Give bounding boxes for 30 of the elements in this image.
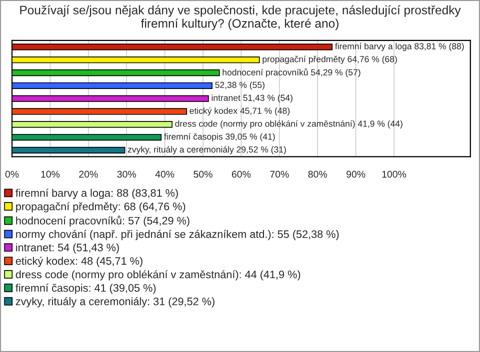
data-label: 52,38 % (55)	[215, 82, 264, 90]
legend-label: etický kodex: 48 (45,71 %)	[16, 256, 142, 267]
x-tick-label: 50%	[194, 170, 212, 178]
x-tick-label: 60%	[232, 170, 251, 178]
x-tick-label: 90%	[346, 170, 366, 178]
data-label: firemní časopis 39,05 % (41)	[164, 133, 275, 142]
legend-label: dress code (normy pro oblékání v zaměstnání): 44 (41,9 %)	[16, 270, 300, 280]
legend-label: propagační předměty: 68 (64,76 %)	[16, 202, 186, 212]
x-tick-label: 10%	[41, 170, 60, 178]
data-label: etický kodex 45,71 % (48)	[190, 107, 290, 116]
x-tick-label: 100%	[382, 170, 406, 178]
legend-label: normy chování (např. při jednání se zákazníkem atd.): 55 (52,38 %)	[16, 230, 339, 240]
x-tick-label: 30%	[117, 170, 136, 178]
legend-label: firemní časopis: 41 (39,05 %)	[16, 284, 156, 294]
data-label: hodnocení pracovníků 54,29 % (57)	[222, 68, 360, 78]
legend-label: zvyky, rituály a ceremoniály: 31 (29,52 %)	[16, 297, 214, 308]
legend-label: firemní barvy a loga: 88 (83,81 %)	[16, 188, 178, 199]
legend-label: intranet: 54 (51,43 %)	[16, 243, 119, 254]
x-tick-label: 80%	[308, 170, 327, 178]
chart-title: Používají se/jsou nějak dány ve společnosti, kde pracujete, následující prostředky firemní kultury? (Označte, které ano)	[20, 5, 461, 30]
data-label: intranet 51,43 % (54)	[212, 94, 292, 103]
data-label: dress code (normy pro oblékání v zaměstnání) 41,9 % (44)	[175, 120, 402, 129]
x-tick-label: 20%	[79, 170, 98, 178]
x-tick-label: 0%	[5, 170, 19, 178]
x-tick-label: 70%	[270, 170, 289, 178]
data-label: zvyky, rituály a ceremoniály 29,52 % (31)	[128, 146, 286, 154]
x-tick-label: 40%	[155, 170, 174, 178]
data-label: propagační předměty 64,76 % (68)	[262, 56, 397, 64]
data-label: firemní barvy a loga 83,81 % (88)	[335, 42, 464, 52]
legend-label: hodnocení pracovníků: 57 (54,29 %)	[16, 216, 190, 227]
